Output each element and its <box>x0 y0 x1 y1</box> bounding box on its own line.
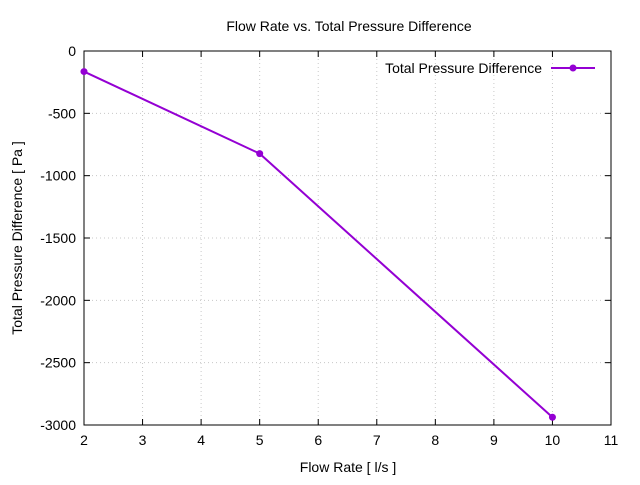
x-tick-label: 10 <box>545 432 561 448</box>
y-tick-label: -500 <box>48 105 76 121</box>
data-point <box>256 150 264 158</box>
data-point <box>548 413 556 421</box>
x-tick-label: 7 <box>373 432 381 448</box>
y-axis-label: Total Pressure Difference [ Pa ] <box>9 141 25 335</box>
x-tick-label: 3 <box>139 432 147 448</box>
data-point <box>80 68 88 76</box>
legend-marker <box>569 64 577 72</box>
legend: Total Pressure Difference <box>385 60 595 76</box>
x-tick-label: 2 <box>80 432 88 448</box>
x-tick-label: 5 <box>256 432 264 448</box>
x-tick-label: 8 <box>431 432 439 448</box>
legend-label: Total Pressure Difference <box>385 60 542 76</box>
y-tick-label: -2000 <box>40 292 76 308</box>
x-tick-label: 6 <box>314 432 322 448</box>
grid <box>84 51 611 425</box>
plot-border <box>83 50 612 426</box>
ticks: 2 3 4 5 6 7 8 9 10 11 0 -500 -1000 -1500 -2000 -2500 -30… <box>40 43 618 448</box>
x-axis-label: Flow Rate [ l/s ] <box>300 459 396 475</box>
y-tick-label: 0 <box>68 43 76 59</box>
x-tick-label: 11 <box>604 432 619 448</box>
y-tick-label: -1000 <box>40 168 76 184</box>
series <box>80 68 556 421</box>
x-tick-label: 4 <box>197 432 205 448</box>
chart-title: Flow Rate vs. Total Pressure Difference <box>226 18 472 34</box>
x-tick-label: 9 <box>490 432 498 448</box>
y-tick-label: -3000 <box>40 417 76 433</box>
y-tick-label: -1500 <box>40 230 76 246</box>
y-tick-label: -2500 <box>40 355 76 371</box>
